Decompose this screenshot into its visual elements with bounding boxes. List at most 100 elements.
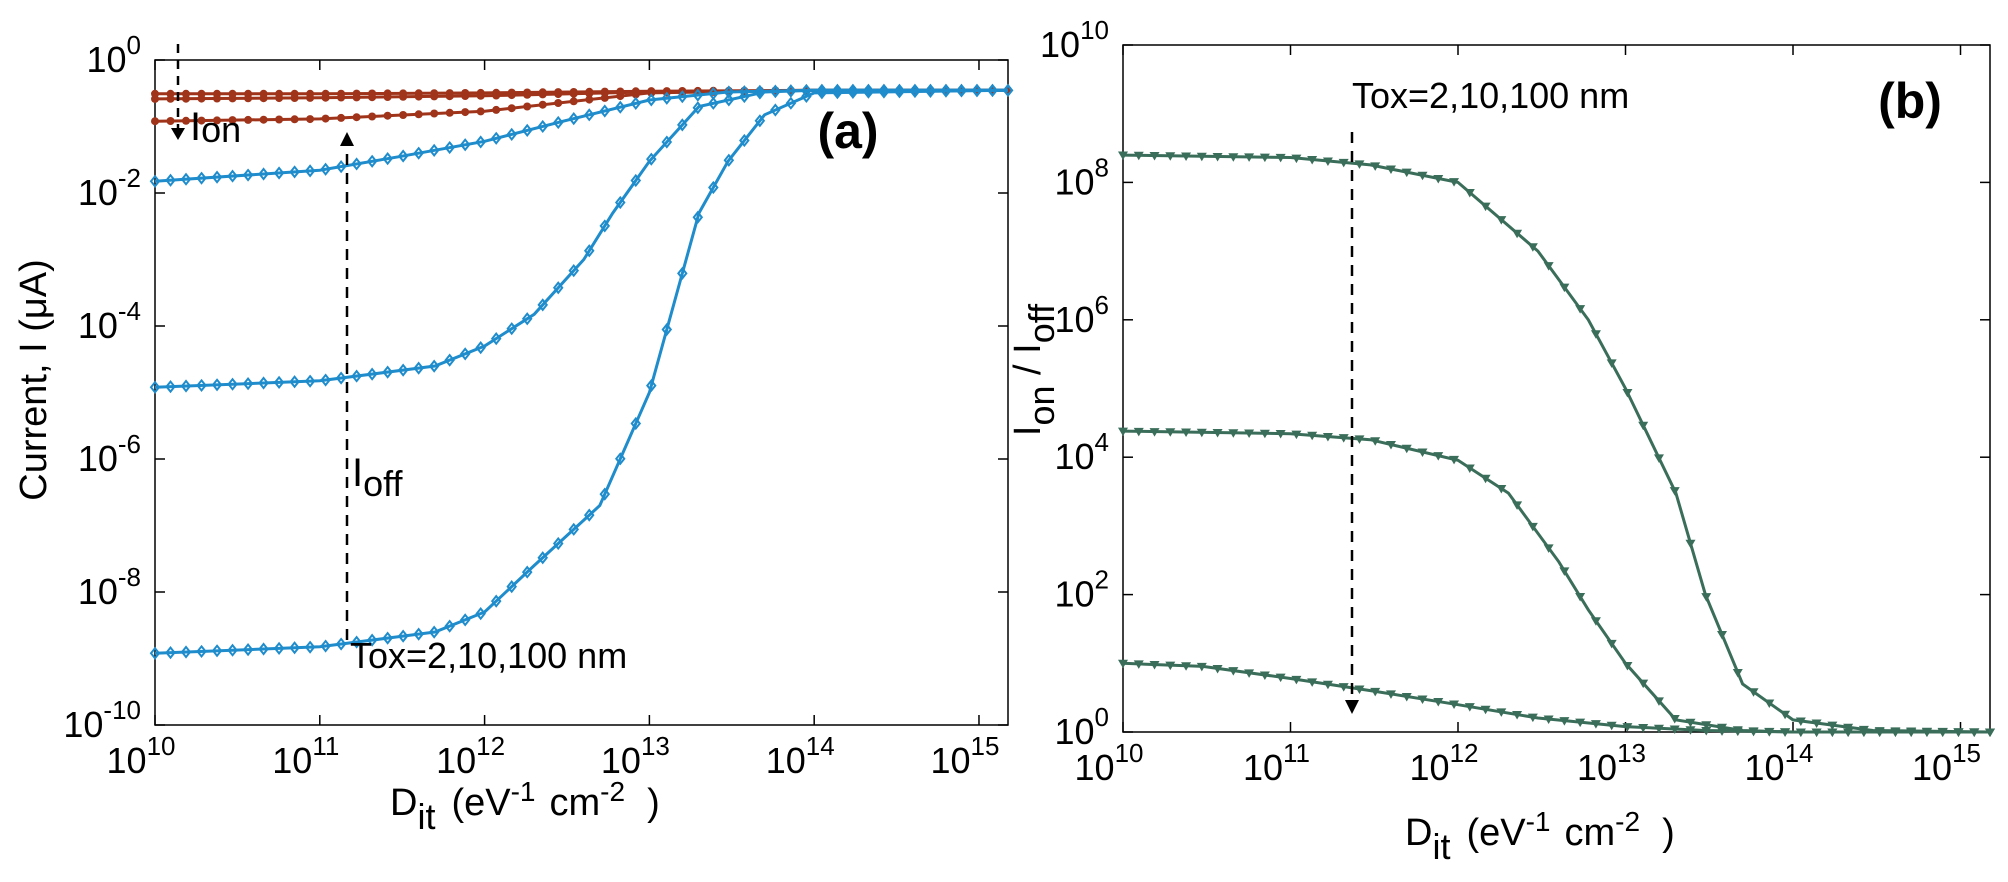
y-tick-label: 104 (1054, 427, 1109, 477)
ion-arrow-head (171, 128, 185, 140)
series-marker-b-1 (1244, 429, 1255, 439)
series-marker-b-2 (1133, 660, 1144, 669)
series-marker-b-2 (1811, 728, 1822, 737)
series-marker-b-2 (1795, 728, 1806, 737)
tox-arrow-head (1345, 700, 1359, 714)
series-marker-b-0 (1464, 189, 1475, 198)
series-marker-b-1 (1449, 455, 1460, 465)
series-marker-a-1 (290, 94, 299, 102)
series-marker-a-2 (321, 114, 330, 123)
series-marker-a-1 (523, 90, 532, 99)
series-marker-b-2 (1322, 680, 1333, 690)
series-marker-b-0 (1480, 202, 1491, 212)
series-marker-a-5 (971, 84, 983, 98)
series-marker-b-0 (1291, 154, 1302, 164)
series-marker-a-2 (585, 95, 594, 104)
series-marker-b-0 (1212, 152, 1223, 162)
series-marker-b-0 (1717, 631, 1728, 640)
series-marker-b-1 (1480, 474, 1491, 484)
series-marker-a-5 (1002, 83, 1014, 97)
series-marker-a-5 (630, 416, 642, 431)
series-marker-b-0 (1795, 717, 1806, 726)
series-marker-b-2 (1149, 661, 1160, 670)
series-marker-a-3 (397, 149, 409, 163)
series-marker-a-2 (523, 102, 532, 111)
series-marker-b-1 (1338, 434, 1349, 443)
series-marker-a-2 (290, 115, 299, 124)
series-marker-a-5 (258, 642, 269, 656)
series-marker-a-5 (708, 180, 719, 195)
series-marker-b-0 (1701, 593, 1712, 602)
series-marker-a-5 (661, 322, 673, 337)
series-marker-a-5 (583, 508, 595, 522)
series-marker-a-3 (211, 170, 223, 184)
series-marker-a-3 (149, 174, 161, 188)
series-marker-a-5 (832, 85, 843, 100)
series-marker-a-2 (569, 97, 578, 106)
ioff-annotation: Ioff (352, 451, 403, 504)
series-marker-b-2 (1858, 728, 1869, 737)
series-marker-a-1 (182, 94, 190, 103)
series-marker-b-0 (1669, 487, 1680, 496)
series-marker-b-0 (1133, 151, 1144, 161)
series-marker-a-2 (259, 115, 268, 124)
series-marker-a-4 (599, 219, 611, 233)
series-marker-b-0 (1322, 157, 1333, 166)
series-marker-b-1 (1322, 432, 1333, 442)
series-marker-a-1 (585, 89, 594, 98)
series-marker-b-2 (1307, 678, 1318, 687)
panel-a-y-axis-label: Current, I (μA) (13, 259, 55, 501)
panel-b-x-ticks: 1010 1011 1012 1013 1014 1015 (1075, 45, 1981, 788)
series-marker-b-0 (1606, 359, 1617, 368)
series-marker-b-2 (1275, 673, 1286, 683)
series-marker-b-2 (1669, 725, 1680, 735)
series-marker-a-3 (583, 108, 595, 122)
panel-b-plot-frame (1122, 44, 1991, 733)
series-marker-a-5 (723, 153, 735, 167)
series-marker-b-1 (1181, 428, 1192, 438)
series-marker-b-2 (1118, 659, 1128, 669)
series-marker-a-5 (444, 619, 455, 633)
series-marker-a-1 (275, 94, 284, 103)
ion-annotation: Ion (190, 105, 241, 150)
series-marker-b-1 (1606, 639, 1617, 649)
series-marker-a-5 (428, 625, 440, 639)
series-marker-b-2 (1244, 669, 1255, 678)
series-marker-b-1 (1291, 430, 1302, 440)
series-marker-b-2 (1921, 728, 1932, 737)
series-marker-b-0 (1449, 178, 1460, 187)
x-tick-label: 1015 (930, 731, 999, 781)
series-marker-a-1 (197, 94, 206, 103)
series-marker-a-5 (180, 645, 192, 659)
series-marker-a-3 (444, 140, 455, 155)
series-marker-b-2 (1543, 715, 1554, 725)
series-marker-a-4 (428, 359, 440, 373)
series-marker-b-1 (1496, 485, 1507, 494)
series-line-b-1 (1122, 429, 1990, 734)
series-marker-a-4 (366, 367, 378, 381)
series-marker-a-5 (335, 637, 347, 651)
series-marker-a-4 (739, 89, 750, 104)
series-marker-a-1 (554, 90, 563, 99)
series-marker-a-4 (506, 322, 517, 336)
series-marker-a-2 (244, 115, 253, 124)
series-marker-a-4 (490, 331, 502, 346)
series-marker-b-1 (1701, 721, 1712, 730)
series-marker-b-2 (1874, 728, 1885, 737)
series-marker-a-5 (568, 522, 580, 536)
series-marker-b-0 (1118, 151, 1128, 161)
series-marker-a-1 (507, 91, 516, 100)
y-tick-label: 108 (1054, 152, 1109, 202)
series-marker-a-1 (414, 92, 423, 101)
series-marker-b-0 (1543, 262, 1554, 271)
series-marker-a-5 (304, 640, 316, 654)
series-marker-b-1 (1575, 592, 1586, 602)
series-marker-a-2 (306, 115, 315, 124)
series-marker-a-4 (630, 173, 642, 188)
series-marker-a-4 (568, 264, 580, 278)
series-marker-a-1 (399, 92, 408, 101)
y-tick-label: 10-10 (63, 695, 141, 745)
y-tick-label: 106 (1054, 290, 1109, 340)
series-marker-a-5 (165, 646, 176, 660)
series-line-a-3 (154, 88, 1008, 183)
